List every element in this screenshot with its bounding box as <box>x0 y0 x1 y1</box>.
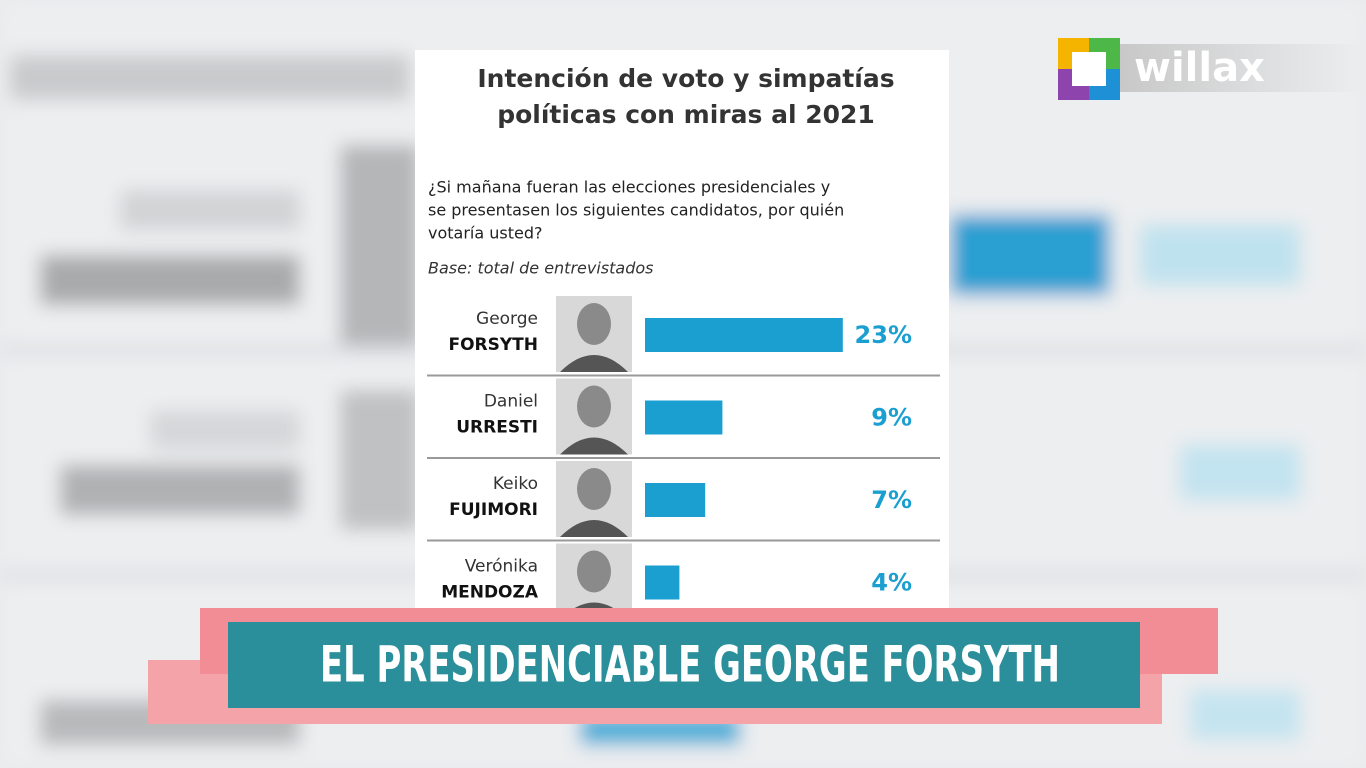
photo-body <box>560 355 628 372</box>
candidate-first-name: Verónika <box>465 557 538 577</box>
candidate-photo <box>556 543 632 620</box>
value-label: 9% <box>871 404 912 432</box>
banner-box <box>228 622 1140 708</box>
candidate-last-name: MENDOZA <box>441 583 539 603</box>
banner: EL PRESIDENCIABLE GEORGE FORSYTH <box>148 608 1218 724</box>
candidate-last-name: URRESTI <box>456 418 538 438</box>
photo-body <box>560 437 628 455</box>
candidate-last-name: FUJIMORI <box>449 500 538 520</box>
logo-text: willax <box>1134 45 1265 91</box>
candidate-last-name: FORSYTH <box>448 335 538 355</box>
candidate-first-name: George <box>476 309 538 329</box>
chart: Intención de voto y simpatías políticas c… <box>427 64 940 620</box>
candidate-photo <box>556 296 632 372</box>
chart-subtitle: votaría usted? <box>428 224 543 243</box>
photo-head <box>577 550 611 593</box>
bar <box>645 565 680 600</box>
logo-bar <box>1120 44 1366 92</box>
candidate-first-name: Daniel <box>484 392 538 412</box>
bar <box>645 318 843 352</box>
logo-square <box>1072 52 1106 86</box>
photo-body <box>560 520 628 537</box>
banner-text: EL PRESIDENCIABLE GEORGE FORSYTH <box>320 636 1060 694</box>
photo-head <box>577 385 611 428</box>
chart-title: Intención de voto y simpatías <box>477 64 894 93</box>
candidate-photo <box>556 461 632 537</box>
chart-note: Base: total de entrevistados <box>428 259 653 278</box>
value-label: 23% <box>855 321 912 349</box>
candidate-photo <box>556 378 632 455</box>
chart-subtitle: se presentasen los siguientes candidatos… <box>428 201 844 220</box>
bar <box>645 483 706 517</box>
photo-head <box>577 468 611 510</box>
photo-head <box>577 303 611 345</box>
chart-title: políticas con miras al 2021 <box>497 100 875 129</box>
bar <box>645 400 723 435</box>
candidate-first-name: Keiko <box>493 474 538 494</box>
value-label: 7% <box>871 486 912 514</box>
value-label: 4% <box>871 569 912 597</box>
chart-subtitle: ¿Si mañana fueran las elecciones preside… <box>428 178 830 197</box>
logo: willax <box>1058 38 1366 100</box>
